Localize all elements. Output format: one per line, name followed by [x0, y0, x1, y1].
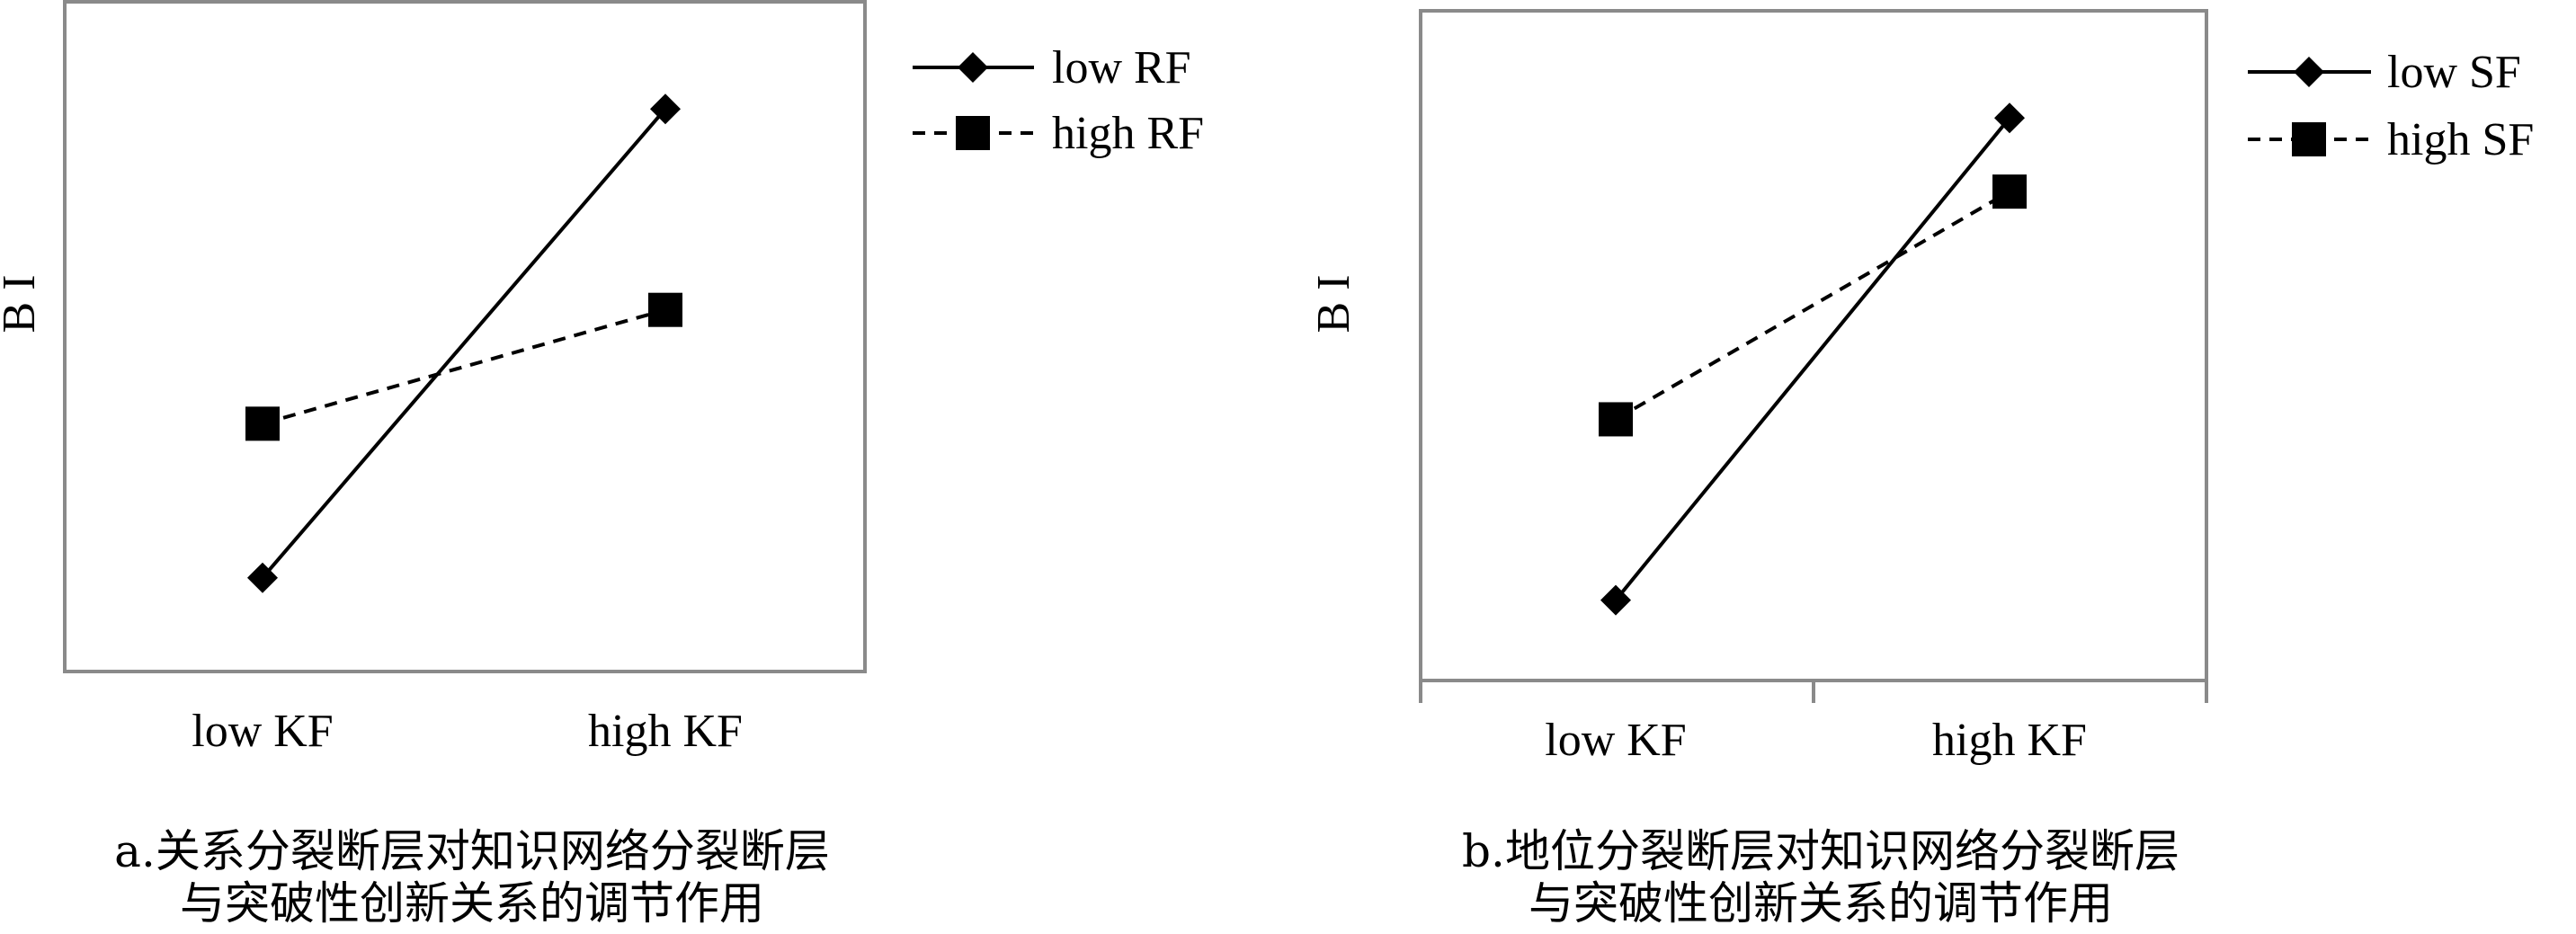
chart-a-series-2-point — [245, 406, 280, 441]
chart-b-series-2-point — [1599, 402, 1633, 437]
chart-a-series-2-point — [648, 292, 682, 327]
chart-b-legend-label-2: high SF — [2387, 114, 2534, 165]
chart-a-y-axis-label: B I — [0, 275, 45, 334]
chart-a-legend-label-2: high RF — [1052, 108, 1204, 159]
chart-a-legend-marker-2 — [956, 116, 990, 150]
chart-b-caption-line-2: 与突破性创新关系的调节作用 — [1529, 877, 2113, 930]
chart-a-caption-line-2: 与突破性创新关系的调节作用 — [180, 877, 764, 930]
chart-a-series-1-point — [650, 93, 681, 125]
chart-b-series-1-line — [1614, 116, 2011, 601]
chart-a-x-tick-label: low KF — [192, 706, 333, 757]
chart-a-series-2-line — [262, 307, 666, 426]
chart-b-caption-line-1: b.地位分裂断层对知识网络分裂断层 — [1462, 825, 2179, 877]
chart-a-caption: a.关系分裂断层对知识网络分裂断层 与突破性创新关系的调节作用 — [0, 825, 944, 930]
chart-b-series-2-line — [1614, 190, 2011, 422]
chart-b-y-axis-label: B I — [1308, 275, 1359, 334]
chart-b-series-1-point — [1600, 584, 1631, 616]
chart-a-legend-marker-1 — [958, 52, 988, 83]
chart-b-x-tick-label: low KF — [1545, 715, 1686, 766]
chart-a-plot-frame — [63, 0, 867, 673]
chart-b-series-1-point — [1994, 102, 2025, 134]
chart-b-plot-frame — [1419, 9, 2208, 682]
chart-a-caption-line-1: a.关系分裂断层对知识网络分裂断层 — [114, 825, 830, 877]
chart-a: B I low KF high KF low RF high RF — [0, 0, 1204, 757]
chart-a-legend-label-1: low RF — [1052, 42, 1191, 93]
chart-a-x-tick-label: high KF — [588, 706, 743, 757]
chart-b-x-tick-label: high KF — [1932, 715, 2087, 766]
chart-b-series-2-point — [1992, 174, 2027, 209]
chart-a-series-1-line — [261, 107, 667, 580]
chart-b-legend-label-1: low SF — [2387, 47, 2521, 98]
chart-b-legend-marker-1 — [2294, 57, 2324, 87]
chart-b: B I low KF high KF low SF high SF — [1308, 9, 2534, 766]
chart-a-series-1-point — [247, 562, 278, 593]
chart-b-legend-marker-2 — [2292, 122, 2326, 156]
chart-b-caption: b.地位分裂断层对知识网络分裂断层 与突破性创新关系的调节作用 — [1304, 825, 2338, 930]
